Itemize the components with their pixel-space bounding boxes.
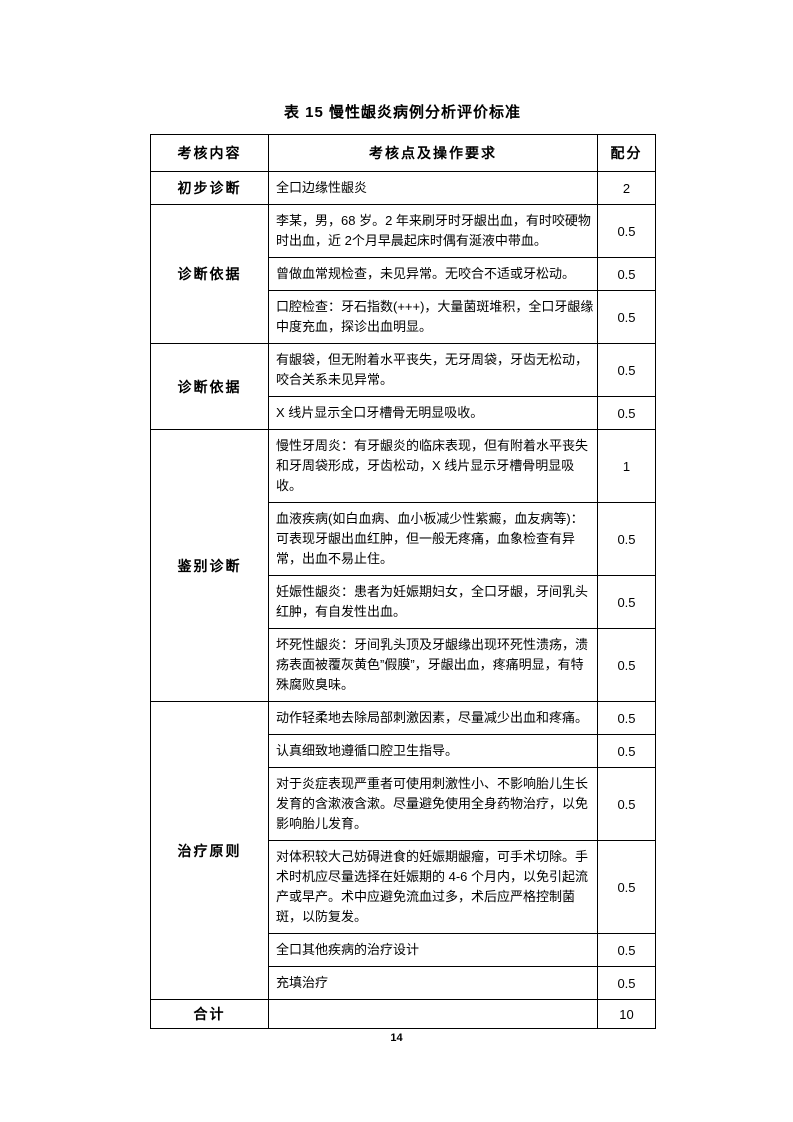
score-cell: 0.5 [597,502,656,576]
score-cell: 0.5 [597,701,656,735]
table-row: 曾做血常规检查，未见异常。无咬合不适或牙松动。 0.5 [151,257,656,291]
table-row: 合计 10 [150,999,656,1029]
assessment-point-cell: 充填治疗 [268,966,598,1000]
assessment-content-cell: 合计 [150,999,269,1029]
score-cell: 2 [597,171,656,205]
score-cell: 0.5 [597,290,656,344]
score-cell: 1 [597,429,656,503]
assessment-point-cell: 对于炎症表现严重者可使用刺激性小、不影响胎儿生长发育的含漱液含漱。尽量避免使用全… [268,767,598,841]
table-row: 妊娠性龈炎：患者为妊娠期妇女，全口牙龈，牙间乳头红肿，有自发性出血。 0.5 [151,575,656,629]
header-assessment-points: 考核点及操作要求 [268,134,598,172]
assessment-content-cell: 初步诊断 [150,171,269,205]
score-cell: 0.5 [597,966,656,1000]
assessment-point-cell: 认真细致地遵循口腔卫生指导。 [268,734,598,768]
assessment-point-cell: 曾做血常规检查，未见异常。无咬合不适或牙松动。 [268,257,598,291]
assessment-point-cell: 全口边缘性龈炎 [268,171,598,205]
assessment-point-cell: 有龈袋，但无附着水平丧失，无牙周袋，牙齿无松动，咬合关系未见异常。 [268,343,598,397]
header-assessment-content: 考核内容 [150,134,269,172]
assessment-content-cell: 鉴别诊断 [150,429,269,702]
table-row: 全口其他疾病的治疗设计 0.5 [151,933,656,967]
table-header-row: 考核内容 考核点及操作要求 配分 [150,134,656,172]
table-row: 对体积较大己妨碍进食的妊娠期龈瘤，可手术切除。手术时机应尽量选择在妊娠期的 4-… [151,840,656,934]
table-row: 充填治疗 0.5 [151,966,656,1000]
table-row: X 线片显示全口牙槽骨无明显吸收。 0.5 [151,396,656,430]
score-cell: 0.5 [597,767,656,841]
score-cell: 0.5 [597,257,656,291]
assessment-point-cell: 血液疾病(如白血病、血小板减少性紫癜，血友病等)：可表现牙龈出血红肿，但一般无疼… [268,502,598,576]
assessment-point-cell: 全口其他疾病的治疗设计 [268,933,598,967]
assessment-point-cell: X 线片显示全口牙槽骨无明显吸收。 [268,396,598,430]
assessment-content-cell: 诊断依据 [150,204,269,344]
score-cell: 10 [597,999,656,1029]
score-cell: 0.5 [597,575,656,629]
document-content: 表 15 慢性龈炎病例分析评价标准 考核内容 考核点及操作要求 配分 初步诊断全… [150,0,656,1029]
assessment-content-cell: 治疗原则 [150,701,269,1000]
assessment-point-cell: 对体积较大己妨碍进食的妊娠期龈瘤，可手术切除。手术时机应尽量选择在妊娠期的 4-… [268,840,598,934]
table-row: 口腔检查：牙石指数(+++)，大量菌斑堆积，全口牙龈缘中度充血，探诊出血明显。 0… [151,290,656,344]
table-row: 血液疾病(如白血病、血小板减少性紫癜，血友病等)：可表现牙龈出血红肿，但一般无疼… [151,502,656,576]
score-cell: 0.5 [597,204,656,258]
page-number: 14 [390,1032,403,1044]
table-row: 坏死性龈炎：牙间乳头顶及牙龈缘出现环死性溃疡，溃疡表面被覆灰黄色”假膜”，牙龈出… [151,628,656,702]
score-cell: 0.5 [597,933,656,967]
assessment-content-cell: 诊断依据 [150,343,269,430]
page-title: 表 15 慢性龈炎病例分析评价标准 [283,104,522,121]
score-cell: 0.5 [597,734,656,768]
assessment-point-cell: 妊娠性龈炎：患者为妊娠期妇女，全口牙龈，牙间乳头红肿，有自发性出血。 [268,575,598,629]
score-cell: 0.5 [597,840,656,934]
assessment-point-cell: 慢性牙周炎：有牙龈炎的临床表现，但有附着水平丧失和牙周袋形成，牙齿松动，X 线片… [268,429,598,503]
assessment-point-cell: 动作轻柔地去除局部刺激因素，尽量减少出血和疼痛。 [268,701,598,735]
table-row: 诊断依据 李某，男，68 岁。2 年来刷牙时牙龈出血，有时咬硬物时出血，近 2个月… [150,204,656,344]
table-row: 初步诊断 全口边缘性龈炎 2 [150,171,656,205]
score-cell: 0.5 [597,628,656,702]
table-row: 治疗原则 动作轻柔地去除局部刺激因素，尽量减少出血和疼痛。 0.5 [150,701,656,1000]
assessment-point-cell [268,999,598,1029]
assessment-point-cell: 坏死性龈炎：牙间乳头顶及牙龈缘出现环死性溃疡，溃疡表面被覆灰黄色”假膜”，牙龈出… [268,628,598,702]
header-score: 配分 [597,134,656,172]
assessment-point-cell: 李某，男，68 岁。2 年来刷牙时牙龈出血，有时咬硬物时出血，近 2个月早晨起床… [268,204,598,258]
score-cell: 0.5 [597,343,656,397]
table-row: 鉴别诊断 慢性牙周炎：有牙龈炎的临床表现，但有附着水平丧失和牙周袋形成，牙齿松动，… [150,429,656,702]
table-body: 初步诊断 全口边缘性龈炎 2 诊断依据 李某，男，68 岁。2 年来刷牙时牙龈出血，有时… [150,171,656,1029]
evaluation-table: 考核内容 考核点及操作要求 配分 初步诊断 全口边缘性龈炎 2 诊断依据 李某，男，68… [150,134,656,1029]
score-cell: 0.5 [597,396,656,430]
assessment-point-cell: 口腔检查：牙石指数(+++)，大量菌斑堆积，全口牙龈缘中度充血，探诊出血明显。 [268,290,598,344]
table-row: 诊断依据 有龈袋，但无附着水平丧失，无牙周袋，牙齿无松动，咬合关系未见异常。 0.5 [150,343,656,430]
